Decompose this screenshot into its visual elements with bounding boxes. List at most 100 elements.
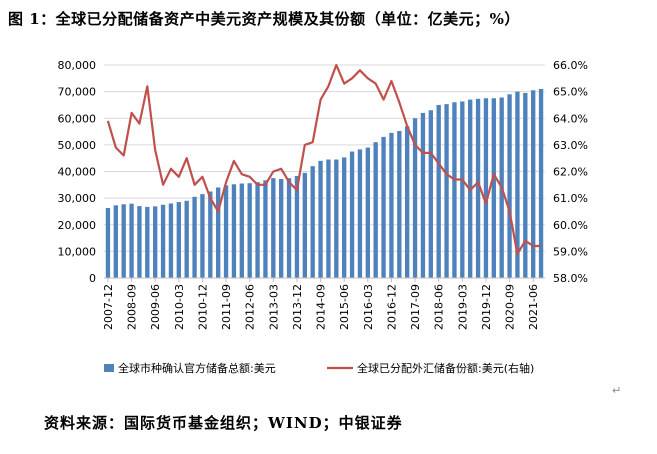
x-axis: 2007-12 2008-09 2009-06 2010-03 2010-12 2011-…: [102, 277, 545, 330]
x-tick-label: 2019-03: [456, 284, 469, 330]
source-text: 资料来源：国际货币基金组织；WIND；中银证券: [44, 414, 403, 432]
bar: [538, 88, 544, 279]
y-right-tick-label: 58.0%: [553, 272, 588, 285]
legend-label-bar: 全球市种确认官方储备总额:美元: [118, 361, 276, 375]
bar: [271, 178, 276, 278]
x-tick-label: 2010-03: [173, 284, 186, 330]
legend-label-line: 全球已分配外汇储备份额:美元(右轴): [357, 361, 534, 375]
y-left-tick-label: 20,000: [58, 219, 97, 232]
x-tick-label: 2018-06: [433, 284, 446, 330]
y-right-tick-label: 59.0%: [553, 245, 588, 258]
x-tick-label: 2015-06: [338, 284, 351, 330]
bar: [436, 104, 441, 278]
bar: [507, 94, 512, 278]
bar: [349, 151, 355, 278]
bar: [176, 202, 181, 278]
y-right-tick-label: 60.0%: [553, 219, 588, 232]
bar: [200, 194, 205, 278]
bar: [137, 206, 142, 278]
y-right-tick-label: 65.0%: [553, 86, 588, 99]
bar: [523, 92, 528, 278]
bar: [160, 204, 166, 278]
figure-title: 图 1：全球已分配储备资产中美元资产规模及其份额（单位：亿美元；%）: [8, 10, 520, 28]
x-tick-label: 2008-09: [126, 284, 139, 330]
x-tick-label: 2012-06: [244, 284, 257, 330]
bar: [105, 207, 111, 278]
bar: [279, 178, 284, 278]
legend-swatch-bar: [104, 364, 114, 372]
bar: [286, 178, 292, 278]
x-tick-label: 2009-06: [149, 284, 162, 330]
y-left-tick-label: 10,000: [58, 245, 97, 258]
bar: [121, 204, 126, 278]
bar: [334, 159, 339, 278]
x-tick-label: 2019-12: [480, 284, 493, 330]
y-right-tick-label: 62.0%: [553, 166, 588, 179]
x-tick-label: 2020-09: [504, 284, 517, 330]
bar: [412, 118, 418, 278]
bar: [192, 196, 197, 278]
bar: [397, 131, 402, 278]
bar: [475, 98, 481, 278]
y-left-tick-label: 70,000: [58, 86, 97, 99]
bar: [515, 91, 520, 278]
bar: [231, 184, 237, 278]
bar: [255, 182, 260, 278]
legend: 全球市种确认官方储备总额:美元 全球已分配外汇储备份额:美元(右轴): [104, 361, 534, 375]
bar: [381, 136, 386, 278]
bar: [208, 191, 213, 278]
bar: [460, 101, 465, 278]
bar: [318, 160, 323, 278]
source-note: 资料来源：国际货币基金组织；WIND；中银证券: [44, 412, 403, 433]
y-right-tick-label: 64.0%: [553, 112, 588, 125]
paragraph-mark-1: ↵: [612, 384, 622, 397]
y-left-tick-label: 40,000: [58, 166, 97, 179]
y-left-tick-label: 50,000: [58, 139, 97, 152]
y-axis-left: 0 10,000 20,000 30,000 40,000 50,000 60,000 70,…: [58, 59, 97, 285]
x-tick-label: 2016-03: [362, 284, 375, 330]
bar: [357, 149, 363, 278]
bar: [239, 183, 244, 278]
x-tick-label: 2017-09: [409, 284, 422, 330]
bar: [531, 90, 536, 278]
bar: [247, 183, 252, 278]
bar: [405, 126, 410, 278]
bar: [491, 98, 496, 278]
bar: [365, 147, 370, 278]
x-tick-label: 2014-09: [315, 284, 328, 330]
y-axis-right: 58.0% 59.0% 60.0% 61.0% 62.0% 63.0% 64.0% 65.0%…: [553, 59, 588, 285]
x-tick-label: 2011-09: [220, 284, 233, 330]
share-line: [106, 63, 542, 256]
x-tick-label: 2010-12: [196, 284, 209, 330]
x-tick-label: 2021-06: [527, 284, 540, 330]
bar: [302, 172, 307, 278]
bar: [129, 203, 134, 278]
bar: [294, 176, 300, 278]
bar: [452, 102, 457, 279]
bar: [310, 166, 315, 278]
y-left-tick-label: 0: [89, 272, 96, 285]
x-tick-label: 2013-03: [267, 284, 280, 330]
x-tick-label: 2007-12: [102, 284, 115, 330]
bar: [428, 110, 433, 278]
bar: [223, 185, 229, 278]
bar: [113, 205, 118, 278]
bar: [153, 206, 158, 278]
x-tick-label: 2016-12: [385, 284, 398, 330]
bar: [389, 132, 394, 278]
bar: [342, 157, 347, 278]
y-right-tick-label: 66.0%: [553, 59, 588, 72]
y-left-tick-label: 80,000: [58, 59, 97, 72]
bar: [483, 98, 489, 278]
x-tick-label: 2013-12: [291, 284, 304, 330]
bar: [168, 203, 174, 278]
bar: [184, 200, 189, 278]
y-left-tick-label: 30,000: [58, 192, 97, 205]
line-series: [106, 63, 542, 256]
bar: [145, 206, 150, 278]
bar: [263, 180, 268, 278]
y-right-tick-label: 61.0%: [553, 192, 588, 205]
bar: [326, 159, 331, 278]
bar: [373, 142, 378, 278]
